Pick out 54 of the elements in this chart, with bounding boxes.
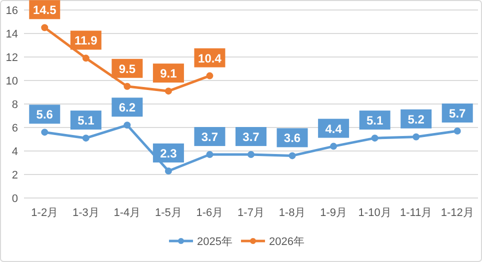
data-label: 10.4 (198, 51, 222, 66)
y-tick-label: 2 (12, 170, 18, 182)
data-label: 5.2 (408, 112, 425, 126)
point (41, 24, 48, 32)
y-tick-label: 0 (12, 193, 18, 205)
data-label: 3.7 (201, 130, 218, 144)
data-label: 11.9 (74, 34, 98, 48)
data-label: 5.1 (366, 114, 384, 128)
y-tick-label: 4 (12, 146, 18, 158)
data-label: 5.7 (449, 106, 466, 121)
y-tick-label: 6 (12, 122, 18, 134)
data-label: 3.7 (242, 130, 260, 144)
y-tick-label: 14 (6, 28, 18, 40)
point (371, 134, 378, 142)
point (412, 133, 420, 140)
y-tick-label: 8 (12, 99, 18, 111)
data-label: 4.4 (325, 122, 342, 136)
y-tick-label: 16 (6, 5, 18, 17)
y-tick-label: 10 (6, 76, 18, 88)
data-label: 9.5 (118, 62, 136, 76)
data-label: 3.6 (284, 131, 301, 146)
x-tick-label: 1-12月 (440, 207, 474, 219)
data-label: 5.6 (36, 108, 54, 122)
point (330, 142, 338, 150)
point (124, 82, 131, 90)
point (82, 134, 90, 142)
y-tick-label: 12 (6, 52, 18, 64)
data-label: 9.1 (160, 66, 178, 81)
point (248, 151, 254, 158)
x-tick-label: 1-9月 (320, 207, 347, 219)
data-label: 5.1 (78, 114, 95, 128)
x-tick-label: 1-11月 (400, 207, 432, 219)
x-tick-label: 1-5月 (155, 207, 182, 219)
point (41, 128, 48, 136)
point (124, 122, 131, 129)
point (206, 151, 214, 158)
point (164, 167, 172, 174)
data-label: 14.5 (32, 3, 57, 18)
point (82, 54, 90, 62)
x-tick-label: 1-8月 (278, 207, 306, 219)
point (164, 88, 172, 95)
point (288, 152, 296, 160)
x-tick-label: 1-3月 (72, 207, 100, 219)
data-label: 6.2 (118, 100, 136, 115)
legend-label: 2025年 (197, 236, 232, 248)
x-tick-label: 1-10月 (358, 207, 392, 219)
point (454, 128, 461, 135)
x-tick-label: 1-4月 (114, 207, 141, 219)
legend-label: 2026年 (269, 236, 304, 248)
point (206, 72, 214, 80)
data-label: 2.3 (160, 146, 178, 160)
x-tick-label: 1-2月 (31, 207, 58, 219)
x-tick-label: 1-7月 (238, 207, 264, 219)
x-tick-label: 1-6月 (196, 207, 224, 219)
